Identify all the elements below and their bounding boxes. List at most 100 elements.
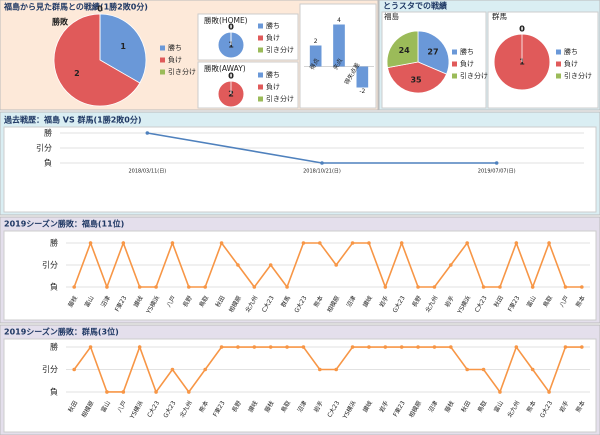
data-point	[187, 390, 191, 394]
pie-value-label: 0	[519, 25, 525, 34]
data-point	[481, 367, 486, 372]
pie-value-label: 1	[120, 42, 126, 51]
data-point	[498, 390, 502, 394]
legend-swatch	[160, 57, 165, 63]
legend-label: 勝ち	[168, 43, 182, 52]
chart-label: 勝敗	[52, 17, 69, 27]
chart-title: 2019シーズン勝敗：福島(11位)	[4, 219, 124, 229]
legend-label: 引き分け	[266, 94, 294, 103]
bar	[356, 66, 369, 88]
data-point	[350, 345, 355, 349]
data-point	[137, 345, 142, 349]
data-point	[154, 390, 158, 394]
data-point	[399, 345, 404, 349]
legend-label: 引き分け	[266, 45, 294, 54]
chart-title: 過去戦歴：福島 VS 群馬(1勝2敗0分)	[3, 115, 142, 125]
legend-label: 負け	[564, 59, 578, 68]
legend-swatch	[258, 72, 263, 78]
pie-value-label: 0	[97, 5, 103, 14]
data-line	[73, 240, 582, 290]
pie-value-label: 2	[74, 69, 80, 78]
y-tick-label: 引分	[42, 365, 58, 374]
data-point	[530, 367, 535, 372]
data-point	[481, 285, 486, 289]
y-tick-label: 勝	[50, 342, 58, 352]
data-point	[580, 345, 584, 349]
data-point	[219, 345, 224, 349]
bar	[333, 24, 345, 67]
box-history	[3, 126, 597, 213]
legend-swatch	[160, 69, 165, 75]
legend-label: 勝ち	[564, 47, 578, 56]
legend-swatch	[258, 35, 263, 41]
x-tick-label: 2018/03/11(日)	[128, 168, 166, 174]
legend-swatch	[452, 49, 457, 55]
data-point	[170, 241, 175, 245]
pie-value-label: 24	[399, 46, 411, 55]
box-away	[197, 61, 299, 109]
box-gunma	[3, 338, 597, 433]
data-point	[285, 285, 289, 289]
chart-title: 群馬	[492, 11, 507, 21]
data-point	[170, 367, 175, 372]
y-tick-label: 引分	[36, 144, 52, 153]
legend-label: 負け	[266, 33, 280, 42]
data-point	[72, 367, 76, 372]
pie-value-label: 0	[228, 23, 234, 32]
pie-slice	[386, 30, 419, 69]
data-point	[318, 367, 322, 372]
legend-swatch	[556, 73, 561, 79]
chart-title: 2019シーズン勝敗：群馬(3位)	[4, 327, 119, 337]
legend-swatch	[452, 73, 457, 79]
x-tick-label: 2019/07/07(日)	[478, 168, 516, 174]
y-tick-label: 勝	[44, 128, 52, 138]
legend-swatch	[258, 23, 263, 29]
pie-value-label: 0	[519, 25, 525, 34]
data-point	[367, 345, 371, 349]
data-point	[236, 345, 240, 349]
data-point	[514, 241, 519, 245]
bar-value-label: -2	[359, 88, 365, 95]
data-point	[252, 285, 257, 289]
data-point	[334, 367, 338, 372]
pie-slice	[417, 30, 450, 75]
data-point	[563, 345, 568, 349]
data-point	[268, 345, 273, 349]
legend-swatch	[258, 96, 263, 102]
data-point	[416, 345, 420, 349]
chart-title: 勝敗(HOME)	[204, 15, 248, 25]
pie-value-label: 0	[228, 72, 234, 81]
pie-value-label: 0	[228, 72, 234, 81]
data-point	[530, 285, 535, 289]
data-point	[416, 285, 420, 289]
data-point	[105, 285, 109, 289]
chart-title: 勝敗(AWAY)	[204, 63, 246, 73]
pie-value-label: 0	[228, 23, 234, 32]
data-point	[268, 263, 273, 267]
pie-slice	[53, 13, 141, 107]
x-tick-label: 2018/10/21(日)	[303, 168, 341, 174]
legend-label: 引き分け	[564, 71, 592, 80]
data-point	[563, 285, 568, 289]
y-tick-label: 引分	[42, 261, 58, 270]
data-point	[285, 345, 289, 349]
data-point	[449, 345, 453, 349]
pie-slice	[387, 61, 448, 94]
data-point	[449, 263, 453, 267]
legend-label: 引き分け	[460, 71, 488, 80]
data-point	[121, 390, 126, 394]
legend-label: 負け	[460, 59, 474, 68]
legend-label: 勝ち	[460, 47, 474, 56]
chart-title: 福島	[384, 11, 399, 21]
data-point	[494, 161, 499, 165]
data-point	[383, 285, 388, 289]
data-point	[350, 241, 355, 245]
y-tick-label: 勝	[50, 238, 58, 248]
legend-label: 負け	[168, 55, 182, 64]
y-tick-label: 負	[50, 282, 58, 292]
data-point	[121, 241, 126, 245]
data-point	[105, 390, 109, 394]
pie-value-label: 27	[427, 48, 438, 57]
legend-label: 負け	[266, 82, 280, 91]
